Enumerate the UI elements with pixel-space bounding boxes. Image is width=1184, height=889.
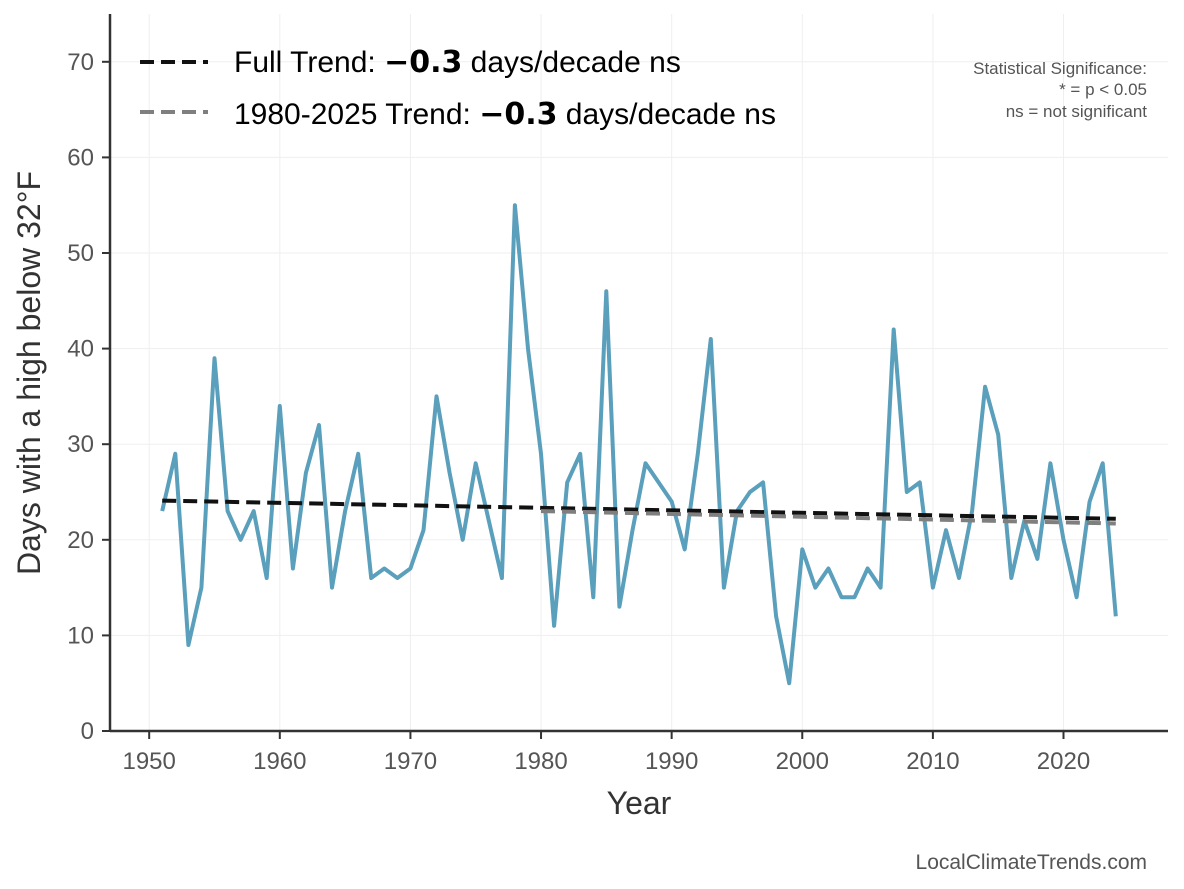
legend-label-full-trend: Full Trend: −0.3 days/decade ns bbox=[234, 45, 681, 80]
x-axis-title: Year bbox=[607, 785, 672, 821]
y-tick-label-60: 60 bbox=[67, 144, 94, 171]
x-tick-label-1980: 1980 bbox=[514, 748, 567, 775]
axes bbox=[108, 14, 1168, 733]
x-tick-label-1960: 1960 bbox=[253, 748, 306, 775]
series-line-1980-2025-trend bbox=[540, 509, 1116, 526]
grid bbox=[110, 14, 1168, 732]
legend: Full Trend: −0.3 days/decade ns 1980-202… bbox=[140, 45, 776, 132]
series-line-days-with-a-high-below-32-f bbox=[160, 203, 1118, 686]
y-tick-label-40: 40 bbox=[67, 336, 94, 363]
significance-star: * = p < 0.05 bbox=[1059, 80, 1147, 99]
x-tick-label-2020: 2020 bbox=[1037, 748, 1090, 775]
legend-recent-trend-prefix: 1980-2025 Trend: bbox=[234, 98, 479, 131]
x-tick-label-2000: 2000 bbox=[776, 748, 829, 775]
credit-text: LocalClimateTrends.com bbox=[916, 851, 1147, 874]
significance-ns: ns = not significant bbox=[1006, 102, 1148, 121]
legend-recent-trend-value: −0.3 bbox=[479, 97, 557, 132]
y-tick-label-70: 70 bbox=[67, 49, 94, 76]
legend-label-recent-trend: 1980-2025 Trend: −0.3 days/decade ns bbox=[234, 97, 776, 132]
series-layer bbox=[160, 203, 1118, 686]
y-tick-label-30: 30 bbox=[67, 431, 94, 458]
x-tick-label-2010: 2010 bbox=[906, 748, 959, 775]
y-tick-label-10: 10 bbox=[67, 622, 94, 649]
y-axis-title: Days with a high below 32°F bbox=[11, 171, 47, 575]
y-tick-label-20: 20 bbox=[67, 527, 94, 554]
x-tick-label-1970: 1970 bbox=[384, 748, 437, 775]
x-tick-label-1990: 1990 bbox=[645, 748, 698, 775]
legend-full-trend-prefix: Full Trend: bbox=[234, 46, 384, 79]
legend-full-trend-suffix: days/decade ns bbox=[462, 46, 680, 79]
y-tick-label-0: 0 bbox=[81, 718, 94, 745]
x-tick-label-1950: 1950 bbox=[122, 748, 175, 775]
legend-recent-trend-suffix: days/decade ns bbox=[557, 98, 775, 131]
significance-title: Statistical Significance: bbox=[973, 59, 1147, 78]
y-tick-label-50: 50 bbox=[67, 240, 94, 267]
legend-full-trend-value: −0.3 bbox=[384, 45, 462, 80]
series-line-full-trend bbox=[162, 498, 1116, 521]
significance-note: Statistical Significance: * = p < 0.05 n… bbox=[973, 59, 1147, 121]
ticks: 0 10 20 30 40 50 60 70 1950 1960 1970 1980 1990 2000 2… bbox=[67, 49, 1090, 775]
